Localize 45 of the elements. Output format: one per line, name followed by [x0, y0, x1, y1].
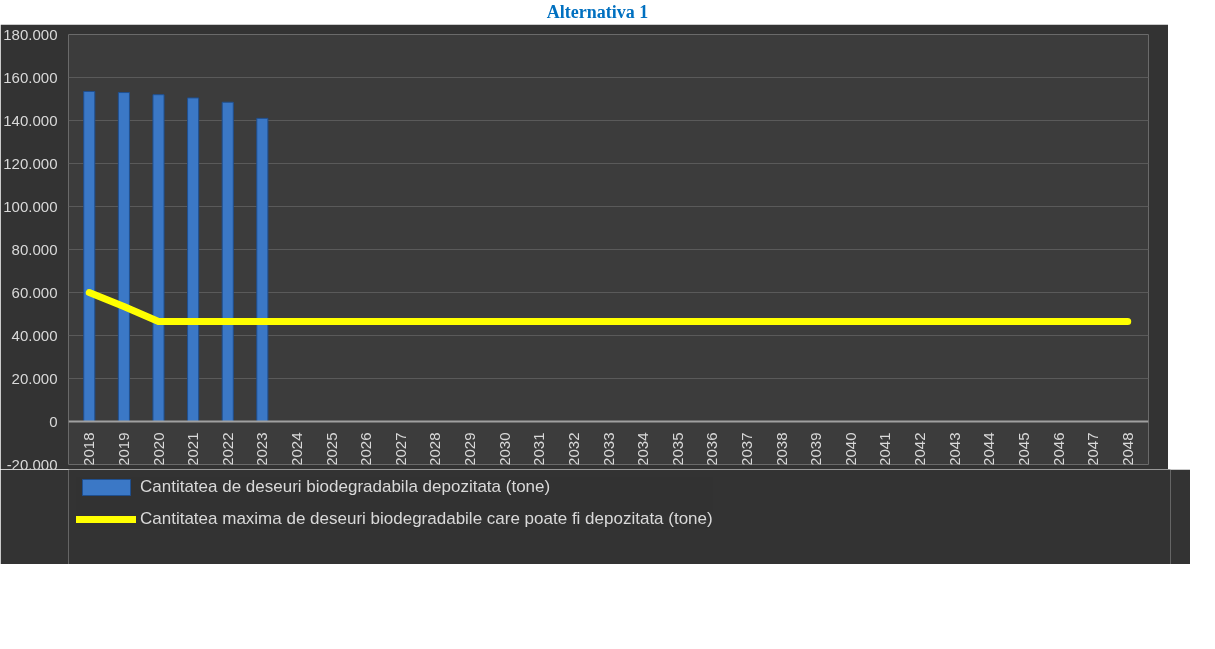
x-tick-label: 2033	[599, 432, 617, 466]
x-tick-label: 2034	[634, 432, 652, 466]
x-tick-label: 2018	[80, 432, 98, 466]
y-tick-label: 0	[49, 412, 58, 430]
x-tick-label: 2042	[911, 432, 929, 466]
y-tick-label: 80.000	[11, 240, 58, 258]
chart-title: Alternativa 1	[546, 1, 649, 24]
y-tick-label: 60.000	[11, 283, 58, 301]
x-tick-label: 2027	[391, 432, 409, 466]
x-tick-label: 2037	[737, 432, 755, 466]
y-tick-label: 120.000	[3, 154, 58, 172]
x-tick-label: 2035	[668, 432, 686, 466]
x-tick-label: 2039	[807, 432, 825, 466]
y-tick-label: 140.000	[3, 111, 58, 129]
x-tick-label: 2023	[253, 432, 271, 466]
x-tick-label: 2026	[357, 432, 375, 466]
x-tick-label: 2046	[1049, 432, 1067, 466]
x-tick-label: 2030	[495, 432, 513, 466]
y-tick-label: 180.000	[3, 25, 58, 43]
x-tick-label: 2031	[530, 432, 548, 466]
x-tick-label: 2029	[461, 432, 479, 466]
x-tick-label: 2022	[218, 432, 236, 466]
x-tick-label: 2020	[149, 432, 167, 466]
y-tick-label: 160.000	[3, 68, 58, 86]
x-tick-label: 2036	[703, 432, 721, 466]
x-tick-label: 2024	[287, 432, 305, 466]
x-tick-label: 2028	[426, 432, 444, 466]
x-tick-label: 2044	[980, 432, 998, 466]
x-tick-label: 2021	[184, 432, 202, 466]
x-tick-label: 2019	[114, 432, 132, 466]
x-tick-label: 2041	[876, 432, 894, 466]
x-tick-label: 2043	[945, 432, 963, 466]
x-tick-label: 2047	[1084, 432, 1102, 466]
y-tick-label: -20.000	[6, 455, 58, 473]
x-tick-label: 2032	[564, 432, 582, 466]
legend-label: Cantitatea maxima de deseuri biodegradabile care poate fi depozitata (tone)	[140, 509, 713, 529]
x-tick-label: 2038	[772, 432, 790, 466]
y-tick-label: 40.000	[11, 326, 58, 344]
legend-label: Cantitatea de deseuri biodegradabila depozitata (tone)	[140, 477, 551, 497]
y-tick-label: 100.000	[3, 197, 58, 215]
x-tick-label: 2048	[1118, 432, 1136, 466]
x-tick-label: 2040	[841, 432, 859, 466]
y-tick-label: 20.000	[11, 369, 58, 387]
x-tick-label: 2025	[322, 432, 340, 466]
x-tick-label: 2045	[1014, 432, 1032, 466]
